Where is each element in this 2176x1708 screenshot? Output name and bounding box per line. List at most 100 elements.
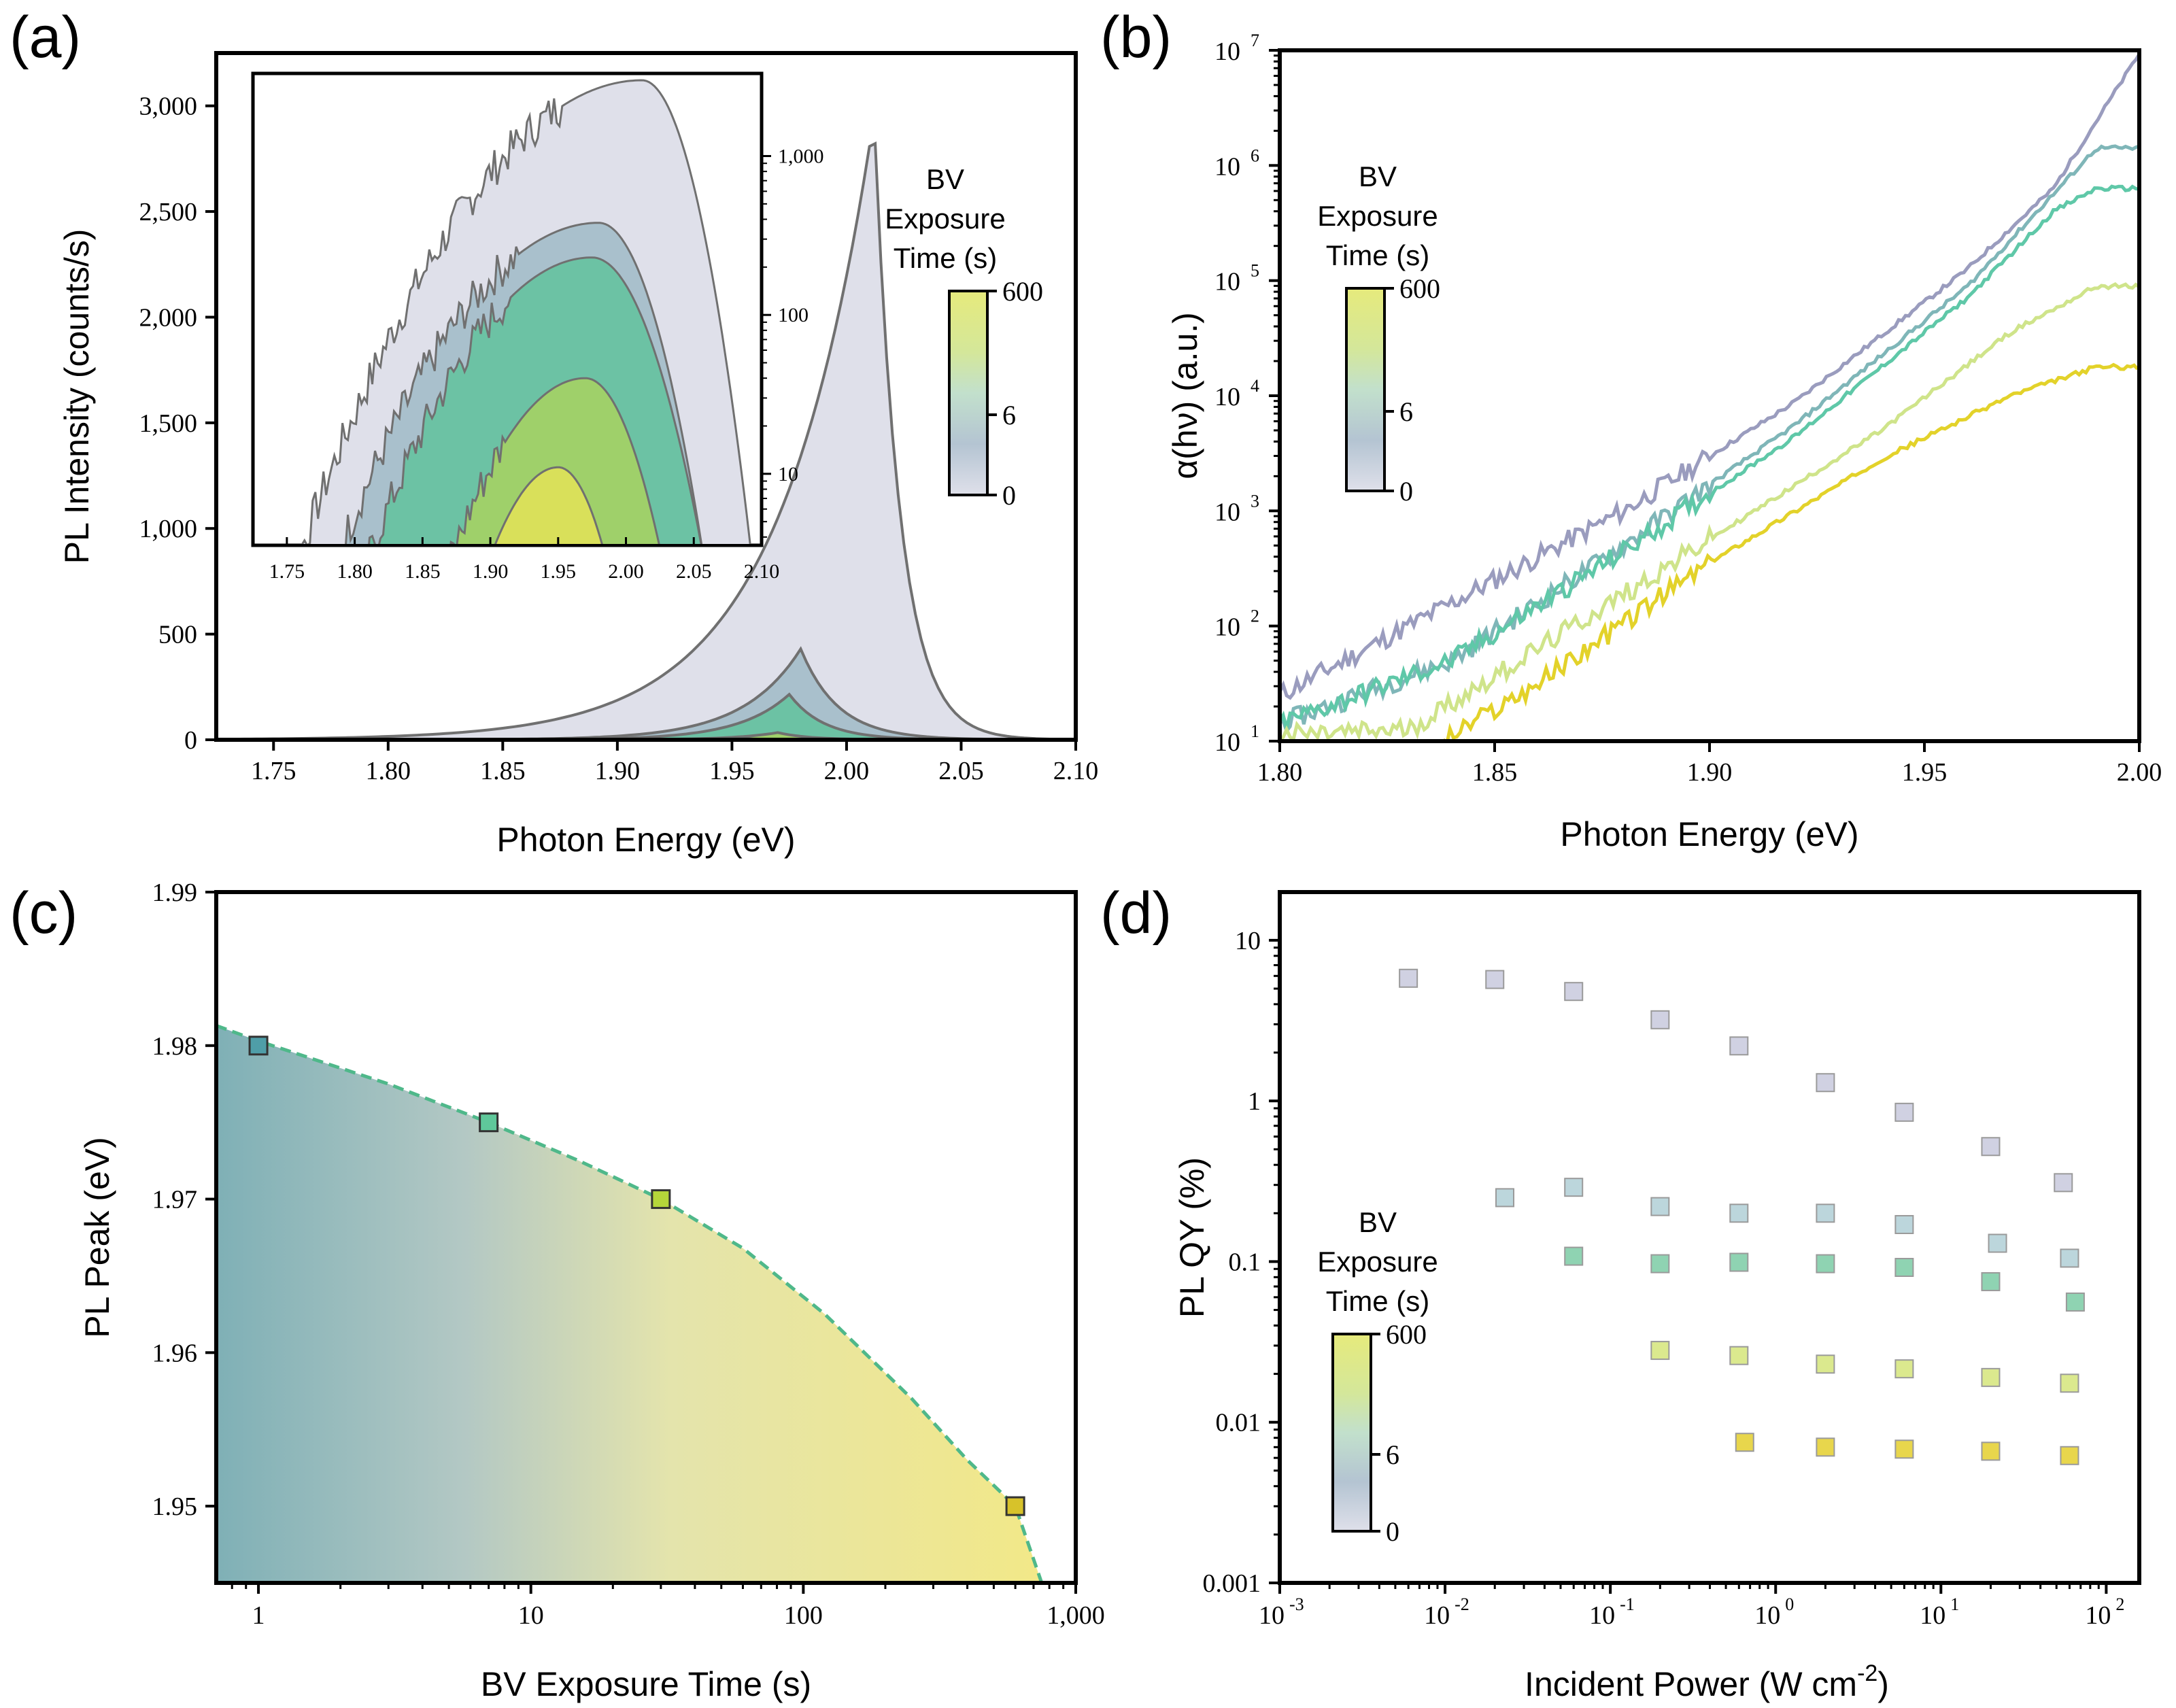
b-ytick-label: 10 (1214, 728, 1240, 757)
c-xtick-label: 100 (784, 1601, 823, 1630)
inset-xtick-label: 1.95 (541, 560, 577, 583)
b-ylabel: α(hν) (a.u.) (1166, 312, 1204, 479)
d-legend-title-line: Exposure (1317, 1246, 1438, 1278)
d-xtick-label: 10 (2085, 1601, 2111, 1630)
a-legend-tick-label: 6 (1002, 400, 1016, 430)
a-series-area-0-s (216, 141, 1076, 740)
a-ytick-label: 500 (158, 621, 197, 649)
d-xtick-label: 10 (1259, 1601, 1285, 1630)
d-data-point (2054, 1173, 2073, 1193)
b-xtick-label: 1.90 (1687, 758, 1733, 787)
a-xtick-label: 1.75 (251, 757, 296, 785)
a-ytick-label: 2,500 (139, 198, 198, 226)
d-data-point (1650, 1341, 1670, 1361)
d-xlabel-tail: ) (1877, 1665, 1889, 1703)
b-ytick-label: 10 (1214, 152, 1240, 181)
d-xtick-exp: -3 (1289, 1594, 1304, 1614)
b-legend-colorbar (1345, 287, 1386, 492)
c-xtick-label: 10 (518, 1601, 544, 1630)
a-legend-tick-label: 0 (1002, 480, 1016, 511)
d-series-group (1399, 968, 2085, 1465)
d-data-point (1981, 1367, 2001, 1387)
inset-ytick-label: 10 (778, 463, 798, 485)
d-xlabel-sup: -2 (1857, 1660, 1877, 1686)
a-frame (214, 51, 1078, 742)
b-series-line-7-s (1280, 184, 2139, 730)
panel-label-b: (b) (1100, 5, 1172, 70)
b-legend: BV Exposure Time (s)600 6 0 (1317, 160, 1440, 507)
d-data-point (2060, 1373, 2079, 1393)
d-data-point (1564, 982, 1584, 1002)
b-ytick-exp: 3 (1251, 491, 1259, 511)
b-ytick-label: 10 (1214, 383, 1240, 411)
d-data-point (1564, 1178, 1584, 1197)
b-xlabel: Photon Energy (eV) (1560, 815, 1858, 853)
c-data-point (248, 1036, 269, 1056)
d-data-point (1650, 1197, 1670, 1216)
a-xtick-label: 1.85 (480, 757, 526, 785)
b-ytick-label: 10 (1214, 37, 1240, 66)
a-legend-colorbar (948, 290, 989, 496)
d-data-point (1816, 1073, 1835, 1093)
d-data-point (1729, 1252, 1749, 1272)
b-legend-tick-label: 6 (1399, 396, 1413, 427)
a-xtick-label: 2.00 (824, 757, 870, 785)
inset-xtick-label: 2.00 (608, 560, 644, 583)
panel-label-c: (c) (10, 881, 78, 946)
d-data-point (1650, 1010, 1670, 1029)
d-ylabel: PL QY (%) (1173, 1157, 1211, 1318)
inset-series-area-30-s (449, 377, 660, 544)
d-data-point (1988, 1233, 2007, 1253)
b-ytick-label: 10 (1214, 268, 1240, 296)
panel-c: 1 10 100 1,000 1.95 1.96 1.97 1.98 1.99 BV Expos… (78, 878, 1105, 1703)
b-ytick-exp: 1 (1251, 721, 1259, 741)
a-legend-title-line: BV (926, 163, 964, 195)
d-data-point (1729, 1203, 1749, 1223)
b-legend-title-line: BV (1359, 160, 1397, 192)
d-data-point (1894, 1359, 1914, 1379)
b-legend-title-line: Time (s) (1326, 239, 1429, 271)
b-series-line-600-s (1441, 362, 2139, 741)
a-xlabel: Photon Energy (eV) (496, 821, 795, 859)
a-xtick-label: 2.05 (938, 757, 984, 785)
inset-xtick-label: 1.85 (405, 560, 441, 583)
inset-ytick-label: 100 (778, 304, 809, 326)
a-legend: BV Exposure Time (s)600 6 0 (885, 163, 1043, 511)
a-legend-title-line: Exposure (885, 203, 1005, 235)
d-data-point (1816, 1354, 1835, 1374)
a-xtick-label: 1.90 (595, 757, 641, 785)
d-legend-tick-label: 600 (1386, 1319, 1427, 1350)
b-legend-tick-label: 0 (1399, 476, 1413, 507)
d-data-point (1894, 1257, 1914, 1277)
d-data-point (1894, 1439, 1914, 1459)
d-xtick-label: 10 (1754, 1601, 1780, 1630)
c-data-point (479, 1112, 499, 1133)
c-data-point (651, 1189, 671, 1210)
d-xlabel: Incident Power (W cm-2) (1525, 1660, 1889, 1703)
a-ytick-label: 0 (184, 726, 197, 755)
a-ytick-label: 3,000 (139, 92, 198, 121)
c-ytick-label: 1.95 (152, 1492, 198, 1521)
b-axes: 1.80 1.85 1.90 1.95 2.00 10 1 10 2 10 3 10 4 10 5 10 6 10… (1214, 31, 2162, 787)
inset-ytick-label: 1,000 (778, 146, 824, 168)
b-ytick-label: 10 (1214, 498, 1240, 526)
a-ylabel: PL Intensity (counts/s) (58, 229, 96, 564)
a-inset: 1.75 1.80 1.85 1.90 1.95 2.00 2.05 2.10 10 100 1,0… (251, 71, 824, 583)
d-ytick-label: 1 (1248, 1087, 1261, 1116)
a-xtick-label: 2.10 (1053, 757, 1099, 785)
b-legend-tick-label: 600 (1399, 273, 1440, 304)
inset-series-group (301, 79, 751, 544)
inset-xtick-label: 2.05 (676, 560, 712, 583)
panel-a: 1.75 1.80 1.85 1.90 1.95 2.00 2.05 2.10 10 100 1,0… (58, 51, 1099, 859)
d-data-point (1399, 968, 1418, 988)
a-ytick-label: 1,000 (139, 515, 198, 543)
b-ytick-exp: 4 (1251, 376, 1259, 396)
d-xtick-exp: 2 (2115, 1594, 2124, 1614)
inset-series-area-600-s (494, 466, 603, 544)
d-data-point (1564, 1246, 1584, 1266)
c-frame (214, 890, 1078, 1585)
a-legend-tick-label: 600 (1002, 276, 1043, 307)
panel-label-d: (d) (1100, 881, 1172, 946)
a-xtick-label: 1.80 (366, 757, 411, 785)
